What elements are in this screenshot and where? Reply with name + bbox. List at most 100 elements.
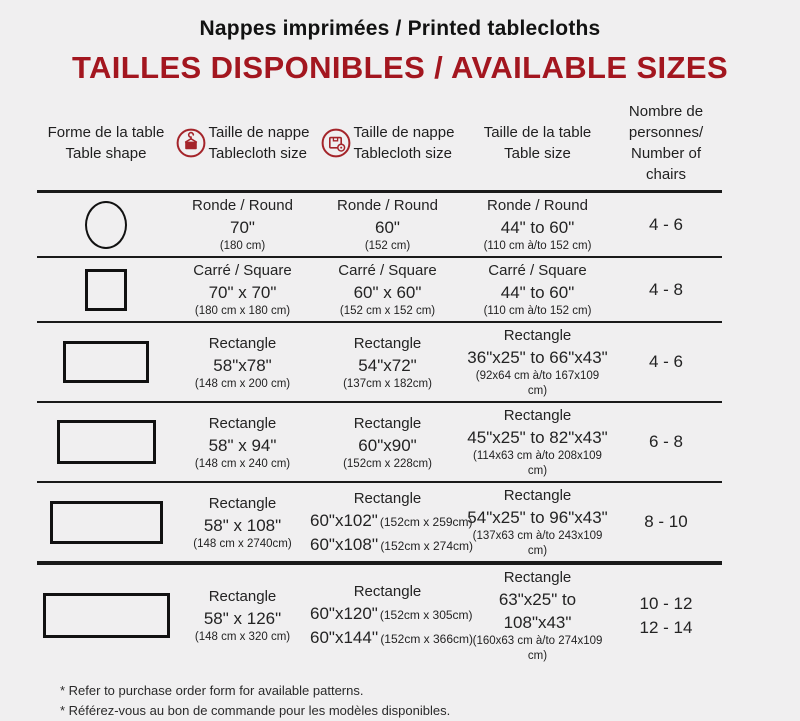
table-size-cell: Rectangle 45"x25" to 82"x43" (114x63 cm à/… xyxy=(465,405,610,479)
tablecloth-size-2-cell-name: Rectangle xyxy=(353,489,422,507)
tablecloth-size-2-cell-size: 60"x90" xyxy=(358,435,417,455)
table-size-cell-cm: (110 cm à/to 152 cm) xyxy=(483,240,592,252)
tablecloth-size-1-cell-name: Carré / Square xyxy=(193,262,292,279)
table-shape-cell xyxy=(37,593,175,638)
tablecloth-size-1-cell-size: 70" x 70" xyxy=(208,283,277,302)
tablecloth-size-1-cell: Rectangle 58" x 94" (148 cm x 240 cm) xyxy=(175,413,310,472)
chairs-value: 4 - 6 xyxy=(648,352,684,371)
tablecloth-size-1-cell-name: Rectangle xyxy=(208,334,277,352)
table-shape-cell xyxy=(37,500,175,544)
chairs-cell: 8 - 10 xyxy=(610,510,722,534)
package-icon xyxy=(321,128,350,158)
chairs-cell: 4 - 6 xyxy=(610,350,722,374)
table-size-cell-name: Rectangle xyxy=(503,327,572,344)
tablecloth-size-2-cell-size-line: 60"x120" (152cm x 305cm) xyxy=(310,602,473,626)
tablecloth-size-2-cell-name: Carré / Square xyxy=(338,262,437,279)
tablecloth-size-2-cell-size: 60"x108'' xyxy=(310,534,379,554)
chairs-value: 6 - 8 xyxy=(648,432,684,451)
tablecloth-size-1-cell-size: 58" x 108" xyxy=(203,515,282,535)
tablecloth-size-2-cell-size: 60"x144'' xyxy=(310,628,379,647)
table-size-cell-size: 44" to 60" xyxy=(500,283,575,302)
hanger-icon xyxy=(176,128,205,158)
tablecloth-size-1-cell-name: Rectangle xyxy=(208,494,277,512)
tablecloth-size-2-cell-cm: (152cm x 305cm) xyxy=(379,608,473,622)
header-number-of-chairs: Nombre de personnes/ Number of chairs xyxy=(628,103,704,183)
table-size-cell: Rectangle 54"x25" to 96"x43" (137x63 cm à/… xyxy=(465,485,610,559)
table-header-row: Forme de la table Table shape Taille de … xyxy=(37,101,722,193)
chairs-cell: 6 - 8 xyxy=(610,430,722,454)
table-size-cell-cm: (92x64 cm à/to 167x109 cm) xyxy=(475,370,600,397)
chairs-cell: 4 - 6 xyxy=(610,213,722,237)
chairs-value: 10 - 12 xyxy=(639,593,693,613)
chairs-value: 4 - 6 xyxy=(648,214,684,234)
table-row: Rectangle 58" x 126" (148 cm x 320 cm) Rect… xyxy=(37,565,722,666)
table-size-cell-name: Rectangle xyxy=(503,407,572,424)
table-shape-cell xyxy=(37,420,175,464)
page-subtitle: TAILLES DISPONIBLES / AVAILABLE SIZES xyxy=(71,50,729,85)
tablecloth-size-2-cell-cm: (152cm x 274cm) xyxy=(380,538,474,553)
tablecloth-size-2-cell: Ronde / Round 60" (152 cm) xyxy=(310,195,465,254)
table-row: Ronde / Round 70" (180 cm) Ronde / Round 60"… xyxy=(37,193,722,258)
page-title: Nappes imprimées / Printed tablecloths xyxy=(199,17,601,40)
tablecloth-size-2-cell-size-line: 60"x102" (152cm x 259cm) xyxy=(310,509,473,533)
table-size-cell-name: Rectangle xyxy=(503,487,572,504)
chairs-value: 4 - 8 xyxy=(648,279,684,299)
table-size-cell-cm: (137x63 cm à/to 243x109 cm) xyxy=(472,530,603,557)
tablecloth-size-1-cell-size: 58" x 94" xyxy=(208,435,277,455)
table-row: Rectangle 58" x 108" (148 cm x 2740cm) Rect… xyxy=(37,483,722,565)
tablecloth-size-1-cell-size: 58" x 126" xyxy=(203,609,282,628)
table-size-cell: Ronde / Round 44" to 60" (110 cm à/to 152 … xyxy=(465,195,610,254)
tablecloth-size-1-cell-cm: (148 cm x 200 cm) xyxy=(194,377,291,390)
header-tablecloth-size-2-label: Taille de nappe Tablecloth size xyxy=(353,124,455,162)
rect-shape xyxy=(56,420,156,464)
tablecloth-size-2-cell-size: 60"x102" xyxy=(310,510,378,530)
tablecloth-size-2-cell-cm: (152 cm x 152 cm) xyxy=(339,305,436,317)
size-table: Forme de la table Table shape Taille de … xyxy=(37,101,722,666)
rect-shape xyxy=(63,341,149,383)
tablecloth-size-2-cell-size: 54"x72" xyxy=(358,355,417,375)
table-size-cell-size: 63"x25" to 108"x43" xyxy=(498,590,577,632)
tablecloth-size-2-cell-name: Ronde / Round xyxy=(337,197,438,214)
chairs-value: 8 - 10 xyxy=(644,512,688,531)
chairs-cell: 10 - 12 12 - 14 xyxy=(610,592,722,640)
tablecloth-size-1-cell: Ronde / Round 70" (180 cm) xyxy=(175,195,310,254)
header-tablecloth-size-2: Taille de nappe Tablecloth size xyxy=(310,122,465,164)
tablecloth-size-1-cell-cm: (180 cm x 180 cm) xyxy=(194,305,291,317)
tablecloth-size-1-cell-name: Rectangle xyxy=(208,414,277,432)
chairs-cell: 4 - 8 xyxy=(610,278,722,302)
square-shape xyxy=(85,268,127,311)
rect-shape xyxy=(42,593,170,638)
tablecloth-size-2-cell-size: 60"x120" xyxy=(310,604,378,623)
tablecloth-size-2-cell-size: 60" xyxy=(375,218,400,237)
tablecloth-size-2-cell-name: Rectangle xyxy=(353,414,422,432)
table-size-cell-size: 44" to 60" xyxy=(500,218,575,237)
table-size-cell-size: 45"x25" to 82"x43" xyxy=(467,428,608,447)
table-size-cell-name: Rectangle xyxy=(503,569,572,586)
footnote-en: * Refer to purchase order form for avail… xyxy=(60,683,364,698)
header-tablecloth-size-1-label: Taille de nappe Tablecloth size xyxy=(208,124,310,162)
table-body: Ronde / Round 70" (180 cm) Ronde / Round 60"… xyxy=(37,193,722,666)
tablecloth-size-2-cell-size: 60" x 60" xyxy=(353,283,422,302)
table-size-cell: Rectangle 36"x25" to 66"x43" (92x64 cm à/t… xyxy=(465,325,610,399)
table-shape-cell xyxy=(37,268,175,311)
table-size-cell-cm: (114x63 cm à/to 208x109 cm) xyxy=(473,450,602,477)
chairs-value: 12 - 14 xyxy=(639,617,693,637)
header-table-size: Taille de la table Table size xyxy=(483,124,592,162)
tablecloth-size-2-cell-size-line: 60"x108'' (152cm x 274cm) xyxy=(310,533,473,557)
header-tablecloth-size-1: Taille de nappe Tablecloth size xyxy=(175,122,310,164)
tablecloth-size-2-cell-size-line: 60"x144'' (152cm x 366cm) xyxy=(310,626,473,650)
table-size-cell-size: 36"x25" to 66"x43" xyxy=(467,348,608,367)
tablecloth-size-1-cell-cm: (148 cm x 320 cm) xyxy=(194,631,291,643)
tablecloth-size-2-cell: Carré / Square 60" x 60" (152 cm x 152 cm) xyxy=(310,260,465,319)
ellipse-shape xyxy=(85,200,127,249)
tablecloth-size-2-cell: Rectangle 60"x90" (152cm x 228cm) xyxy=(310,413,465,472)
table-size-cell: Carré / Square 44" to 60" (110 cm à/to 152… xyxy=(465,260,610,319)
tablecloth-size-1-cell: Carré / Square 70" x 70" (180 cm x 180 cm) xyxy=(175,260,310,319)
tablecloth-size-1-cell-name: Rectangle xyxy=(208,588,277,605)
tablecloth-size-2-cell: Rectangle 60"x102" (152cm x 259cm) 60"x108'… xyxy=(310,488,473,557)
tablecloth-size-1-cell-size: 70" xyxy=(230,218,255,237)
table-shape-cell xyxy=(37,341,175,383)
tablecloth-size-2-cell: Rectangle 60"x120" (152cm x 305cm) 60"x144'… xyxy=(310,581,473,650)
tablecloth-size-2-cell-cm: (152cm x 259cm) xyxy=(379,514,473,529)
table-size-cell-size: 54"x25" to 96"x43" xyxy=(467,508,608,527)
